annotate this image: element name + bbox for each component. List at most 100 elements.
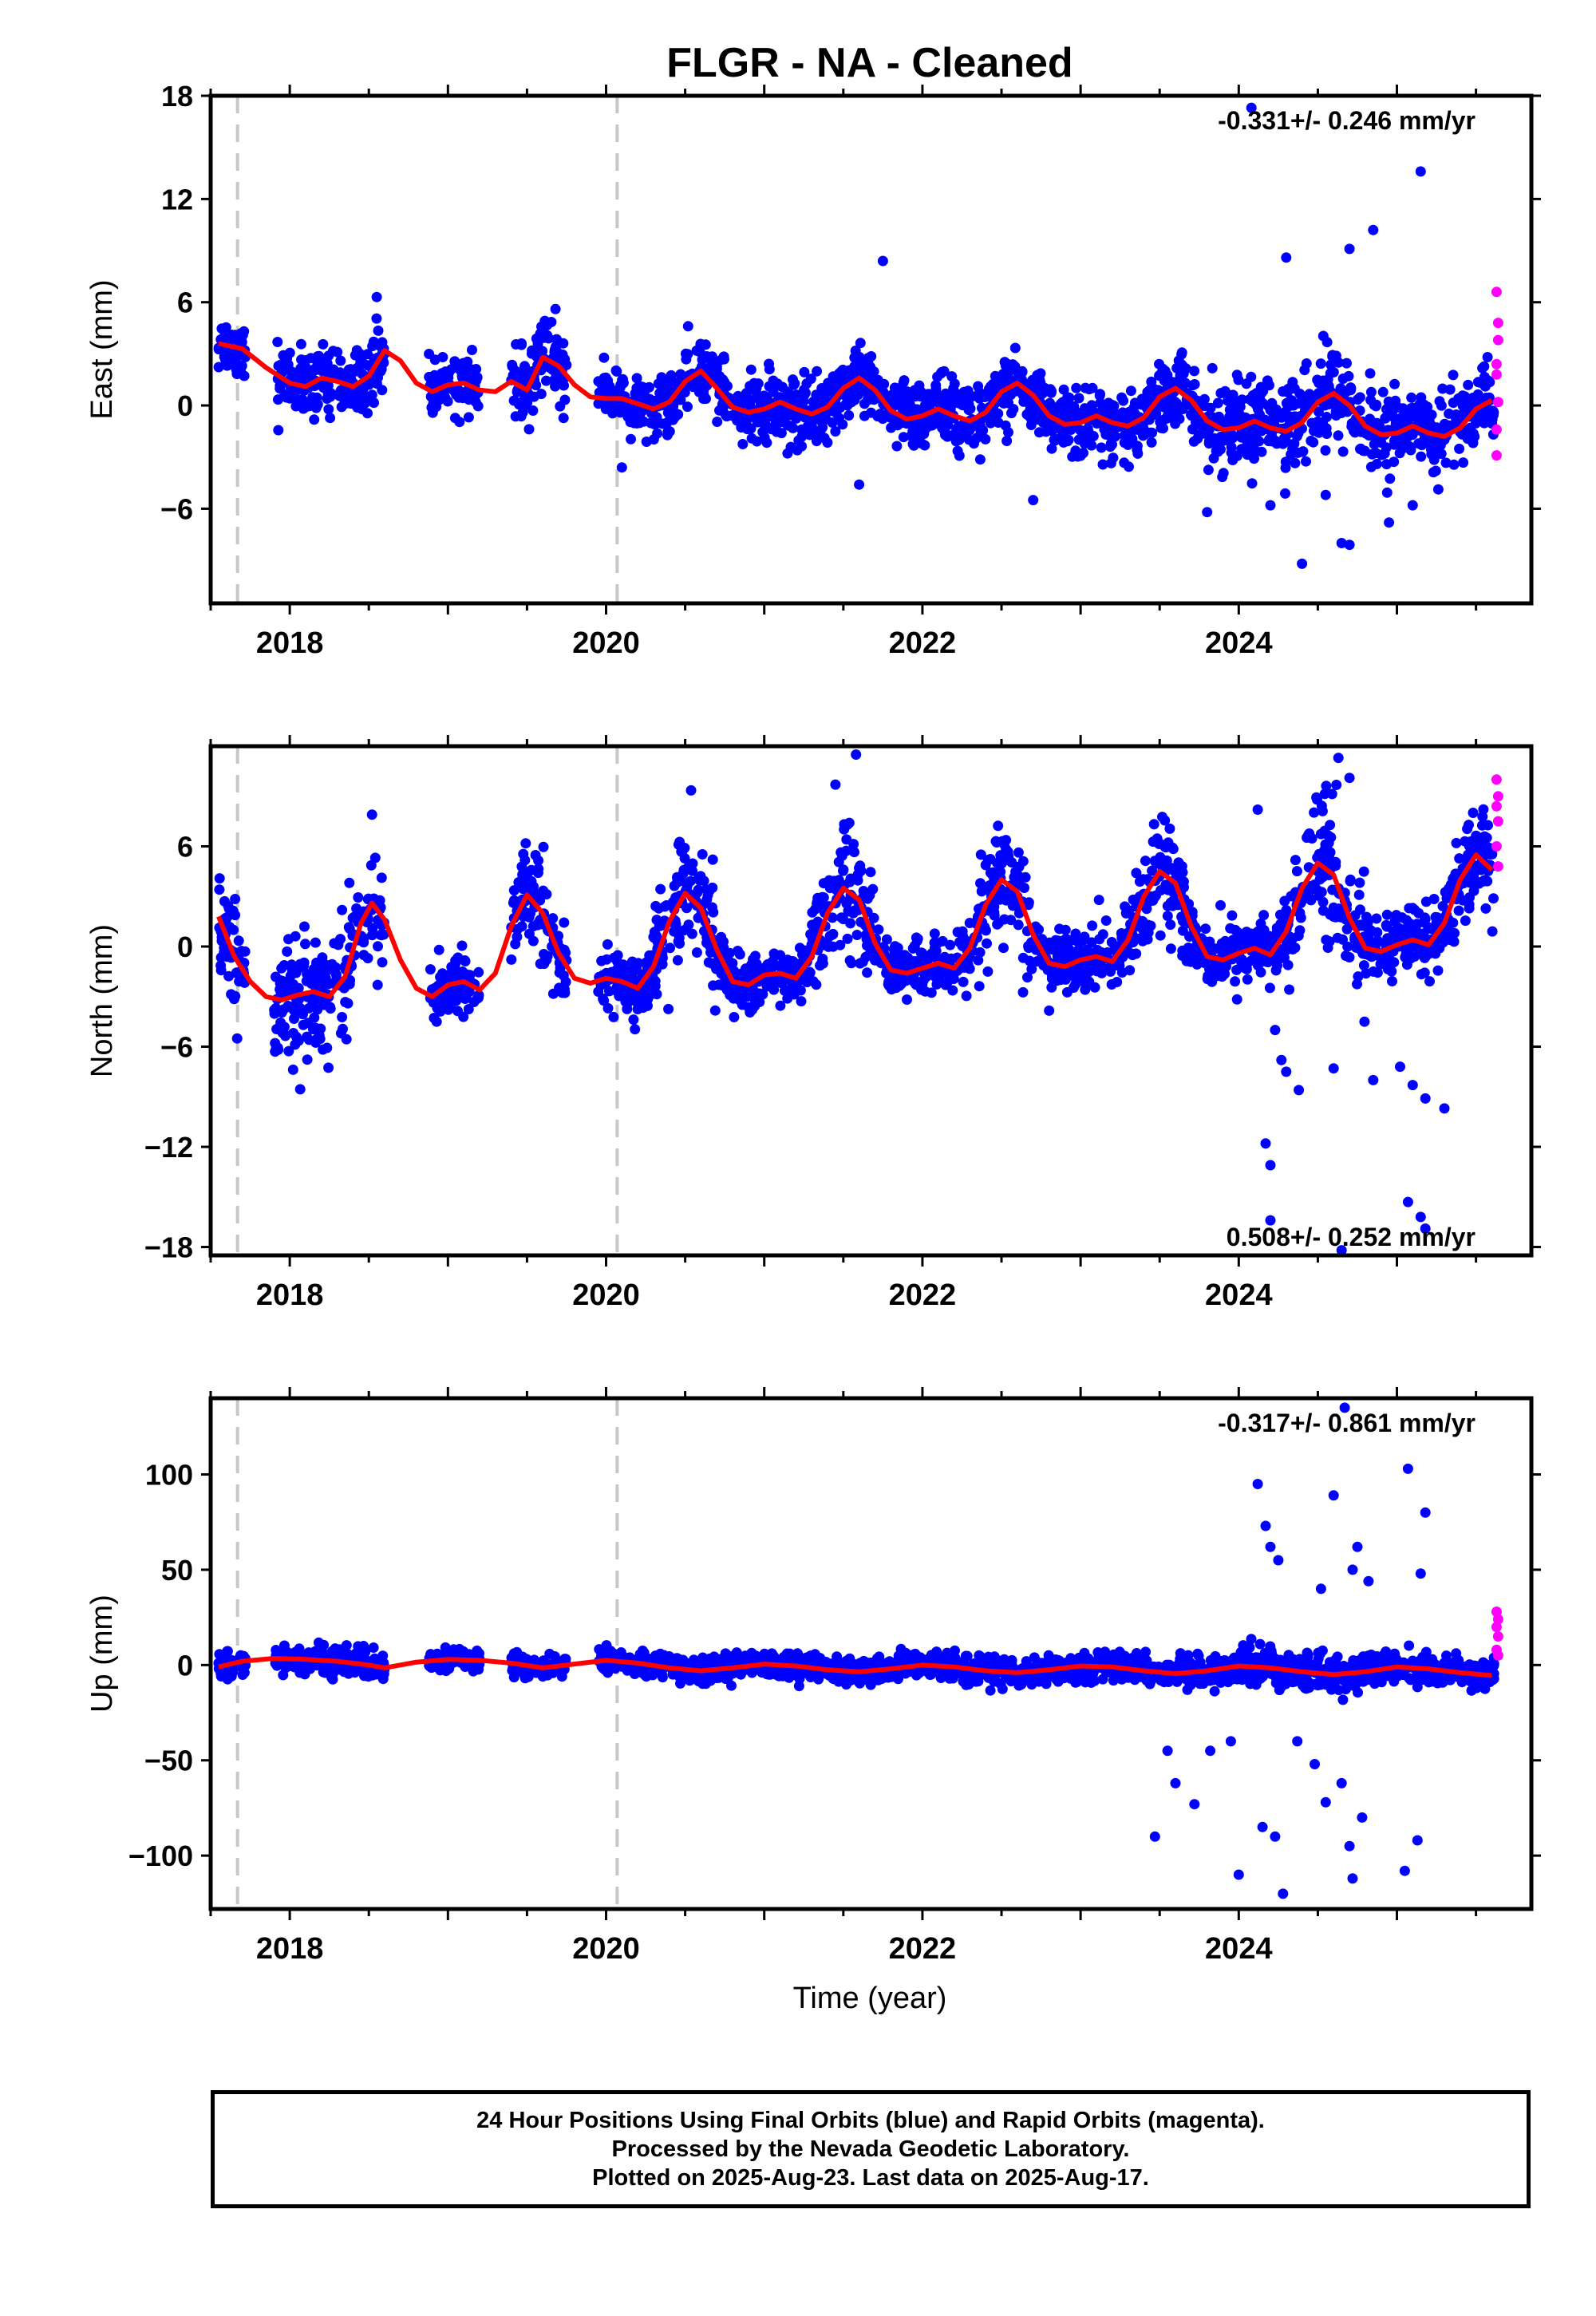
data-point (776, 978, 788, 989)
data-point (1227, 433, 1238, 444)
data-point (1412, 919, 1423, 930)
data-point (1177, 951, 1188, 961)
data-point (1026, 963, 1037, 974)
data-point (1155, 930, 1166, 941)
y-axis-title: North (mm) (85, 924, 119, 1077)
data-point (273, 394, 283, 405)
data-point (1458, 457, 1469, 468)
data-point (1017, 856, 1029, 867)
data-point (1463, 425, 1474, 436)
data-point (1291, 431, 1302, 442)
data-point (978, 390, 989, 401)
data-point (1073, 434, 1084, 445)
data-point (299, 921, 310, 932)
data-point (1312, 416, 1323, 427)
outlier-point (1384, 517, 1395, 528)
data-point (651, 989, 662, 1000)
data-point (376, 872, 387, 883)
data-point (1099, 424, 1110, 435)
data-point (508, 897, 519, 908)
data-point (954, 398, 966, 409)
data-point (1119, 457, 1130, 468)
data-point (936, 366, 947, 377)
data-point (463, 412, 474, 423)
data-point (539, 332, 550, 343)
data-point (1097, 459, 1108, 470)
data-point (1095, 397, 1106, 409)
data-point (608, 1011, 619, 1022)
data-point (433, 944, 444, 955)
data-point (1212, 397, 1223, 409)
data-point (373, 941, 383, 952)
data-point (353, 892, 364, 903)
data-point (855, 338, 866, 349)
data-point (733, 970, 743, 981)
data-point (1331, 409, 1342, 420)
data-point (654, 388, 666, 399)
data-point (1086, 963, 1097, 974)
data-point (1372, 927, 1383, 938)
data-point (1246, 955, 1257, 966)
x-tick-label: 2024 (1205, 626, 1273, 660)
series-rapid-north (1491, 774, 1503, 872)
outlier-point (1407, 500, 1418, 511)
data-point (516, 861, 527, 872)
data-point (1333, 430, 1344, 441)
data-point (952, 927, 963, 938)
data-point (699, 391, 710, 402)
data-point (1282, 959, 1294, 970)
data-point (358, 937, 369, 948)
data-point (1364, 430, 1375, 441)
data-point (1287, 444, 1298, 454)
data-point (1355, 904, 1365, 915)
rapid-point (1492, 791, 1503, 802)
data-point (946, 954, 957, 965)
data-point (1207, 976, 1218, 987)
data-point (1337, 934, 1348, 945)
rate-label: -0.331+/- 0.246 mm/yr (1218, 106, 1476, 135)
data-point (1106, 937, 1117, 947)
data-point (294, 1084, 306, 1095)
data-point (683, 919, 694, 931)
data-point (1232, 927, 1243, 938)
data-point (349, 389, 360, 401)
data-point (1295, 912, 1306, 923)
data-point (1227, 910, 1238, 921)
data-point (1317, 905, 1329, 916)
data-point (1361, 968, 1372, 979)
data-point (1132, 448, 1144, 459)
data-point (750, 951, 760, 962)
data-point (1251, 397, 1262, 408)
data-point (1084, 384, 1095, 395)
outlier-point (1260, 1138, 1271, 1149)
data-point (611, 366, 622, 377)
data-point (290, 401, 302, 412)
data-point (1058, 437, 1069, 448)
data-point (1358, 960, 1369, 971)
data-point (1242, 974, 1253, 985)
data-point (718, 943, 729, 954)
data-point (560, 976, 571, 987)
data-point (454, 1643, 465, 1654)
data-point (1013, 919, 1024, 931)
data-point (523, 424, 535, 435)
data-point (1290, 855, 1301, 866)
data-point (784, 421, 795, 432)
data-point (1428, 467, 1439, 478)
data-point (537, 1671, 548, 1682)
data-point (1125, 385, 1136, 397)
data-point (373, 325, 384, 336)
data-point (1453, 905, 1464, 916)
outlier-point (854, 479, 865, 490)
data-point (456, 940, 468, 951)
data-point (1482, 352, 1493, 362)
data-point (426, 402, 437, 413)
data-point (924, 401, 935, 412)
data-point (1136, 393, 1148, 405)
data-point (891, 441, 903, 452)
data-point (1405, 445, 1416, 456)
data-point (340, 398, 351, 409)
data-point (1176, 347, 1187, 358)
